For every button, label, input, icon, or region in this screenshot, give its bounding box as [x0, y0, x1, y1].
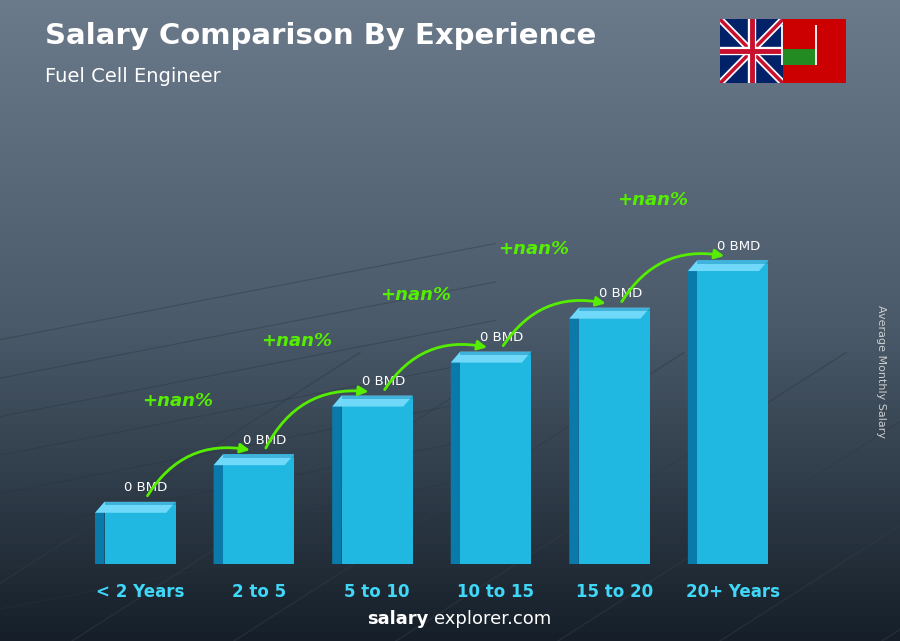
- Bar: [104, 502, 176, 564]
- Text: 0 BMD: 0 BMD: [362, 375, 405, 388]
- Polygon shape: [688, 260, 698, 564]
- Text: 0 BMD: 0 BMD: [480, 331, 523, 344]
- Text: 5 to 10: 5 to 10: [345, 583, 410, 601]
- Text: Fuel Cell Engineer: Fuel Cell Engineer: [45, 67, 220, 87]
- Polygon shape: [95, 502, 104, 564]
- Bar: [579, 308, 650, 564]
- Polygon shape: [332, 395, 413, 406]
- Bar: [782, 24, 815, 49]
- Text: 0 BMD: 0 BMD: [124, 481, 167, 494]
- Polygon shape: [460, 352, 531, 355]
- Polygon shape: [570, 308, 650, 319]
- Text: +nan%: +nan%: [616, 191, 688, 209]
- Polygon shape: [95, 502, 176, 513]
- Text: Salary Comparison By Experience: Salary Comparison By Experience: [45, 22, 596, 51]
- Polygon shape: [579, 308, 650, 312]
- Polygon shape: [223, 454, 294, 458]
- Bar: [342, 395, 413, 564]
- Polygon shape: [451, 352, 460, 564]
- Text: +nan%: +nan%: [499, 240, 569, 258]
- Text: +nan%: +nan%: [261, 332, 332, 350]
- Bar: [698, 260, 769, 564]
- Polygon shape: [570, 308, 579, 564]
- Text: 0 BMD: 0 BMD: [243, 434, 286, 447]
- Text: +nan%: +nan%: [142, 392, 213, 410]
- Text: < 2 Years: < 2 Years: [96, 583, 184, 601]
- Text: salary: salary: [367, 610, 428, 628]
- Polygon shape: [213, 454, 223, 564]
- Text: 2 to 5: 2 to 5: [231, 583, 285, 601]
- Text: 0 BMD: 0 BMD: [598, 287, 642, 301]
- Polygon shape: [104, 502, 176, 506]
- Text: 20+ Years: 20+ Years: [686, 583, 780, 601]
- Text: Average Monthly Salary: Average Monthly Salary: [877, 305, 886, 438]
- Polygon shape: [688, 260, 769, 271]
- Polygon shape: [698, 260, 769, 263]
- Bar: [223, 454, 294, 564]
- Text: 10 to 15: 10 to 15: [457, 583, 535, 601]
- Text: 15 to 20: 15 to 20: [576, 583, 652, 601]
- Bar: [460, 352, 531, 564]
- Text: 0 BMD: 0 BMD: [717, 240, 760, 253]
- Polygon shape: [332, 395, 342, 564]
- Bar: [782, 49, 815, 65]
- Text: +nan%: +nan%: [380, 286, 451, 304]
- Polygon shape: [451, 352, 531, 363]
- Polygon shape: [342, 395, 413, 399]
- Text: explorer.com: explorer.com: [434, 610, 551, 628]
- Polygon shape: [213, 454, 294, 465]
